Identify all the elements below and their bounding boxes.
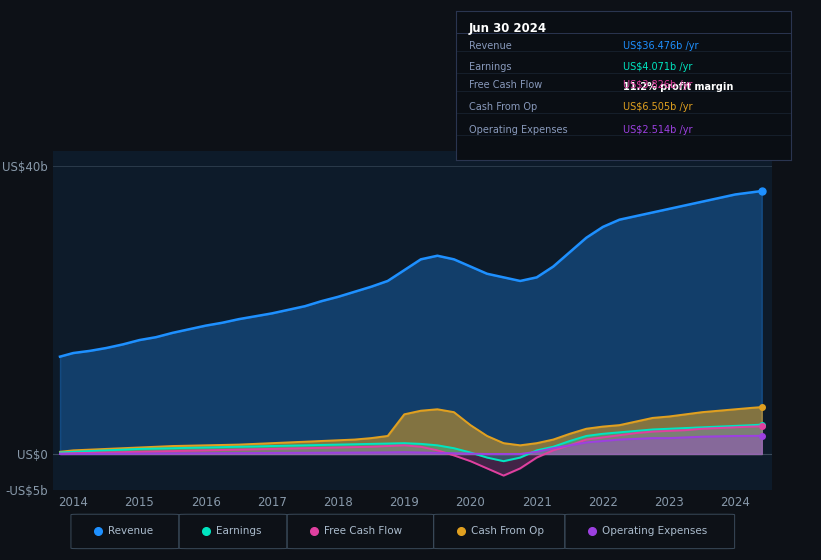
Text: 11.2% profit margin: 11.2% profit margin <box>623 82 733 92</box>
Text: Cash From Op: Cash From Op <box>470 526 544 535</box>
Text: Earnings: Earnings <box>216 526 262 535</box>
Text: US$4.071b /yr: US$4.071b /yr <box>623 62 693 72</box>
Text: Cash From Op: Cash From Op <box>469 102 537 113</box>
Text: US$6.505b /yr: US$6.505b /yr <box>623 102 693 113</box>
Text: US$3.826b /yr: US$3.826b /yr <box>623 80 693 90</box>
Text: US$36.476b /yr: US$36.476b /yr <box>623 41 699 51</box>
Text: Operating Expenses: Operating Expenses <box>602 526 707 535</box>
Text: Operating Expenses: Operating Expenses <box>469 125 567 135</box>
Text: Jun 30 2024: Jun 30 2024 <box>469 22 547 35</box>
Text: Revenue: Revenue <box>469 41 511 51</box>
Text: Free Cash Flow: Free Cash Flow <box>324 526 402 535</box>
Text: Earnings: Earnings <box>469 62 511 72</box>
Text: Revenue: Revenue <box>108 526 153 535</box>
Text: Free Cash Flow: Free Cash Flow <box>469 80 543 90</box>
Text: US$2.514b /yr: US$2.514b /yr <box>623 125 693 135</box>
